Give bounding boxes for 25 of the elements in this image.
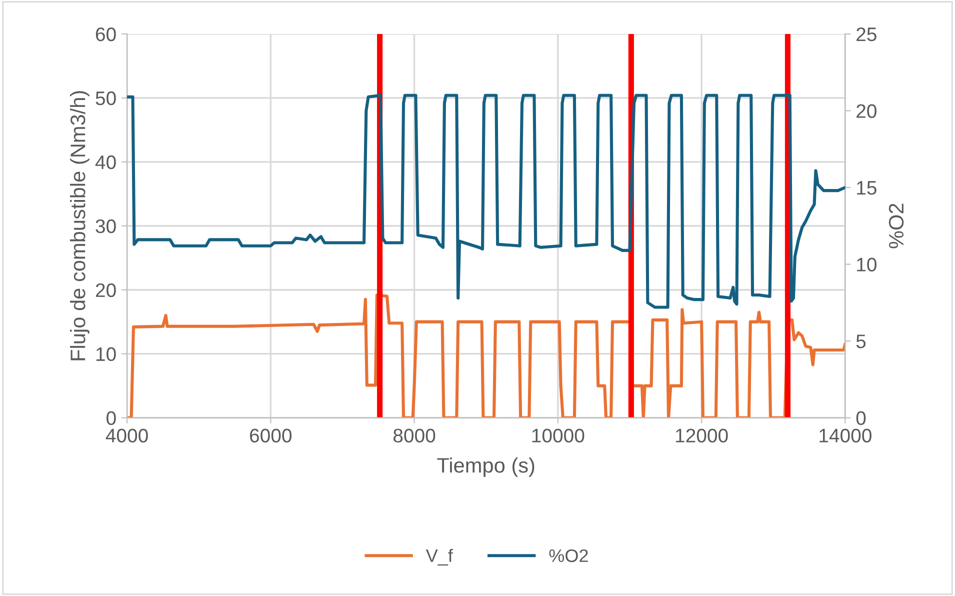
y2-tick-label: 10 — [857, 258, 876, 272]
x-tick-label: 6000 — [250, 428, 292, 442]
y2-tick-label: 15 — [857, 181, 876, 195]
y2-tick-label: 5 — [856, 334, 866, 348]
y-tick-label: 20 — [96, 283, 116, 298]
legend-label: %O2 — [549, 549, 588, 562]
y2-tick-label: 0 — [856, 411, 866, 426]
y-tick-label: 30 — [96, 219, 116, 234]
x-tick-label: 8000 — [394, 428, 436, 442]
x-tick-label: 14000 — [820, 428, 872, 442]
y-axis-title: Flujo de combustible (Nm3/h) — [70, 91, 90, 360]
y2-tick-label: 25 — [856, 27, 876, 42]
line-series — [127, 94, 846, 309]
x-tick-label: 4000 — [106, 428, 148, 442]
y-tick-label: 10 — [96, 347, 116, 362]
y2-axis-title: %O2 — [888, 204, 904, 248]
y2-tick-label: 20 — [856, 104, 876, 118]
x-tick-label: 10000 — [532, 428, 584, 442]
y-tick-label: 60 — [96, 27, 116, 42]
legend-label: V_f — [426, 548, 453, 566]
x-axis-title: Tiempo (s) — [437, 457, 534, 477]
x-tick-label: 12000 — [676, 428, 728, 442]
y-tick-label: 40 — [95, 155, 116, 170]
y-tick-label: 50 — [96, 91, 116, 106]
y-tick-label: 0 — [106, 411, 116, 426]
